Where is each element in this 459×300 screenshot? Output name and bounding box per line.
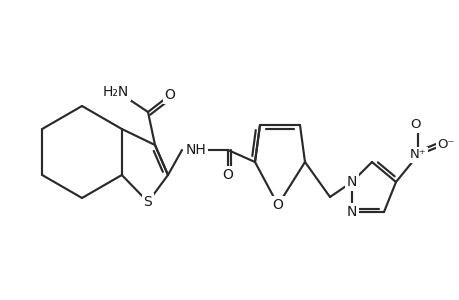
Text: O: O: [164, 88, 175, 102]
Text: H₂N: H₂N: [103, 85, 129, 99]
Text: O: O: [272, 198, 283, 212]
Text: O: O: [410, 118, 420, 131]
Text: O: O: [222, 168, 233, 182]
Text: N⁺: N⁺: [409, 148, 425, 161]
Text: S: S: [143, 195, 152, 209]
Text: N: N: [346, 175, 356, 189]
Text: N: N: [346, 205, 356, 219]
Text: O⁻: O⁻: [437, 139, 454, 152]
Text: NH: NH: [185, 143, 206, 157]
